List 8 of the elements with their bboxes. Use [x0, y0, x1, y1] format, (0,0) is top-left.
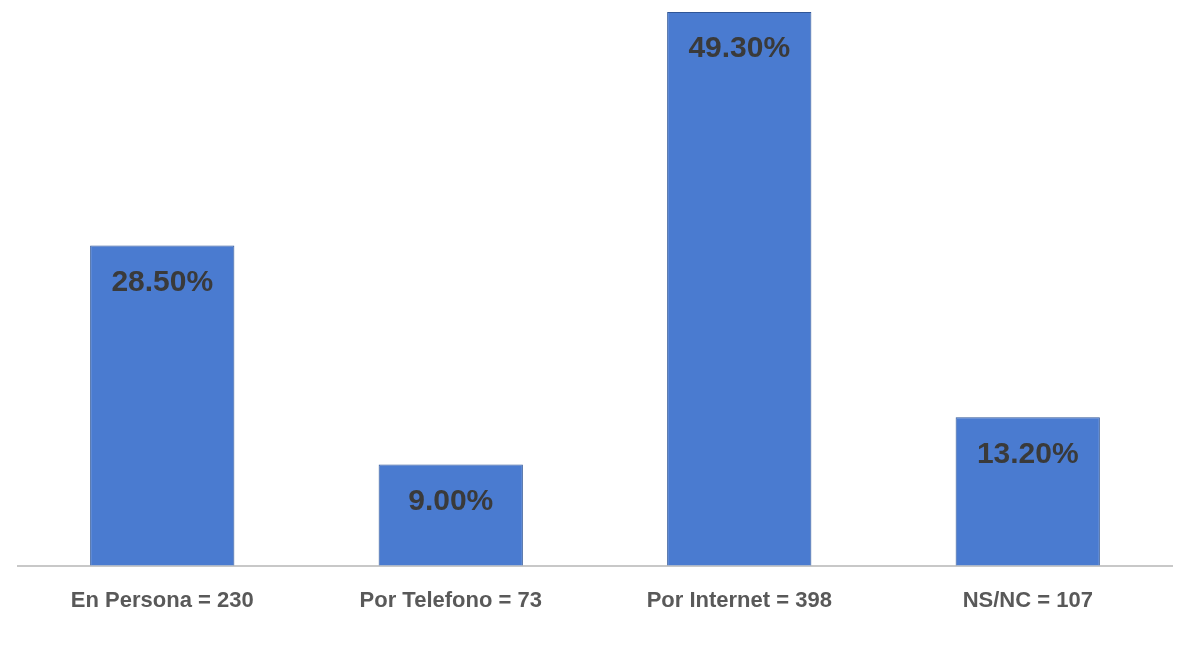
data-label: 49.30% [688, 30, 791, 64]
x-tick-label: NS/NC = 107 [962, 586, 1093, 612]
data-label: 28.50% [111, 263, 214, 297]
data-label: 13.20% [976, 435, 1079, 469]
x-tick-label: Por Internet = 398 [646, 586, 832, 612]
x-tick-label: Por Telefono = 73 [359, 586, 542, 612]
x-tick-label: En Persona = 230 [70, 586, 254, 612]
data-label: 9.00% [408, 482, 494, 516]
